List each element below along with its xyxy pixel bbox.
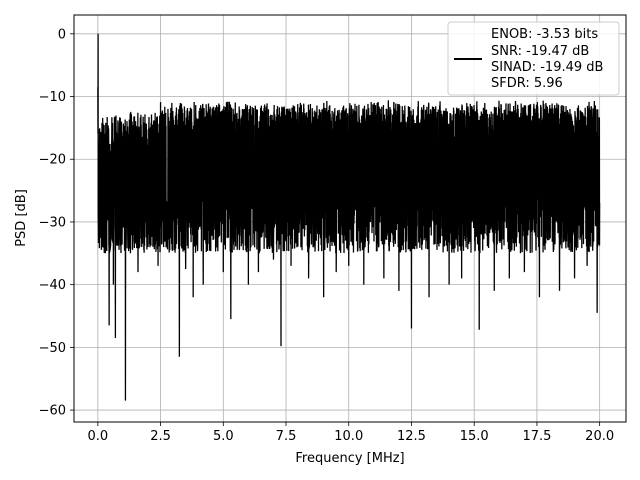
x-tick-label: 7.5: [276, 429, 297, 444]
x-tick-label: 20.0: [585, 429, 614, 444]
psd-line: [97, 33, 601, 401]
x-tick-label: 5.0: [213, 429, 234, 444]
y-tick-label: −50: [39, 341, 66, 356]
plot-frame: [73, 14, 627, 423]
legend: ENOB: -3.53 bits SNR: -19.47 dB SINAD: -…: [447, 21, 620, 96]
x-tick-label: 15.0: [460, 429, 489, 444]
y-tick-label: −60: [39, 404, 66, 419]
x-axis-ticks: 0.0 2.5 5.0 7.5 10.0 12.5 15.0 17.5 20.0: [87, 422, 614, 444]
legend-sinad: SINAD: -19.49 dB: [491, 60, 603, 75]
y-tick-label: −20: [39, 153, 66, 168]
x-tick-label: 17.5: [522, 429, 551, 444]
psd-series: [97, 33, 601, 401]
legend-box: [447, 21, 620, 96]
y-tick-label: −10: [39, 90, 66, 105]
y-tick-label: 0: [58, 27, 66, 42]
y-axis-ticks: 0 −10 −20 −30 −40 −50 −60: [39, 27, 74, 419]
x-tick-label: 10.0: [334, 429, 363, 444]
x-tick-label: 0.0: [87, 429, 108, 444]
x-tick-label: 2.5: [150, 429, 171, 444]
x-axis-label: Frequency [MHz]: [295, 451, 404, 466]
y-axis-label: PSD [dB]: [14, 189, 29, 247]
y-tick-label: −30: [39, 215, 66, 230]
x-tick-label: 12.5: [397, 429, 426, 444]
legend-snr: SNR: -19.47 dB: [491, 44, 589, 59]
y-tick-label: −40: [39, 278, 66, 293]
legend-enob: ENOB: -3.53 bits: [491, 27, 598, 42]
legend-sfdr: SFDR: 5.96: [491, 76, 563, 91]
